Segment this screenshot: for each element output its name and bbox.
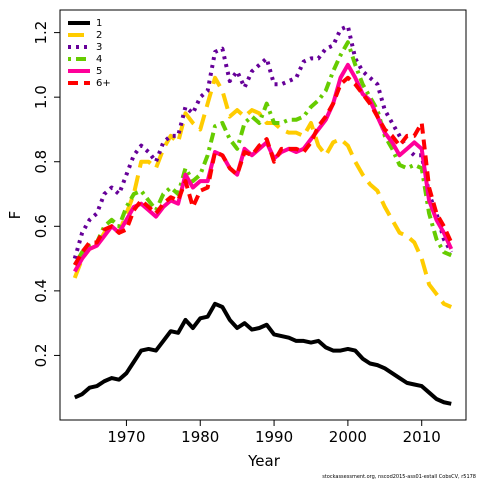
footnote: stockassessment.org, nscod2015-ass01-est… bbox=[322, 474, 476, 480]
x-tick-label: 1970 bbox=[107, 428, 145, 446]
series-line bbox=[73, 75, 454, 267]
legend-label: 4 bbox=[96, 54, 102, 65]
legend-label: 2 bbox=[96, 30, 102, 41]
plot-frame bbox=[59, 9, 467, 421]
series-line bbox=[72, 75, 453, 309]
y-tick-label: 1.2 bbox=[32, 21, 50, 45]
x-tick-label: 1980 bbox=[181, 428, 219, 446]
y-tick-label: 0.2 bbox=[32, 344, 50, 368]
y-axis-label: F bbox=[6, 211, 24, 220]
y-tick-label: 0.8 bbox=[32, 150, 50, 174]
x-tick-label: 2010 bbox=[403, 428, 441, 446]
series-line bbox=[73, 62, 454, 273]
legend-label: 5 bbox=[96, 66, 102, 77]
legend-label: 3 bbox=[96, 42, 102, 53]
series-line bbox=[73, 40, 453, 267]
x-tick-label: 1990 bbox=[255, 428, 293, 446]
y-tick-label: 1.0 bbox=[32, 85, 50, 109]
y-tick-label: 0.6 bbox=[32, 214, 50, 238]
y-tick-label: 0.4 bbox=[32, 279, 50, 303]
x-tick-label: 2000 bbox=[329, 428, 367, 446]
series-line bbox=[73, 301, 452, 406]
x-axis-label: Year bbox=[247, 452, 281, 470]
legend-label: 1 bbox=[96, 18, 102, 29]
legend-label: 6+ bbox=[96, 78, 111, 89]
